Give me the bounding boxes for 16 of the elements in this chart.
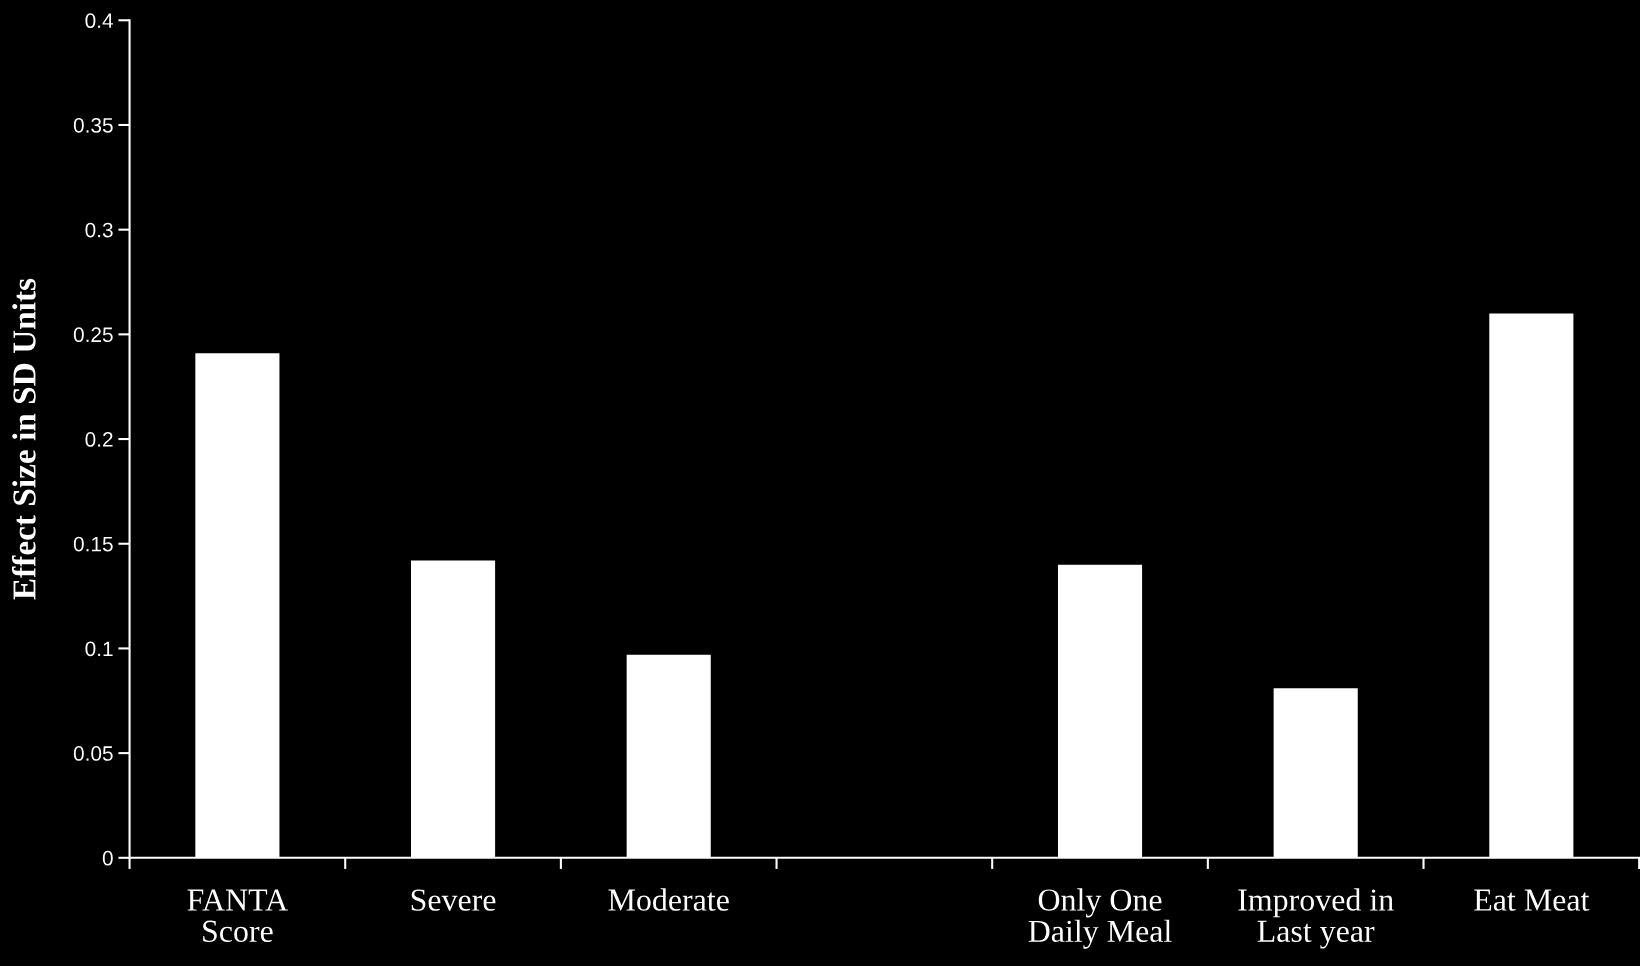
x-tick-label: Moderate: [608, 888, 729, 911]
y-tick-label: 0: [102, 850, 113, 866]
x-tick-label: Severe: [411, 889, 496, 911]
y-tick-label: 0.2: [85, 432, 113, 447]
y-tick-label: 0.3: [85, 222, 113, 238]
y-tick-label: 0.1: [85, 641, 113, 657]
x-tick-label: Only One Daily Meal: [1028, 888, 1172, 949]
y-tick-label: 0.05: [73, 746, 113, 761]
x-tick-label: Eat Meat: [1474, 889, 1590, 911]
y-tick-label: 0.35: [73, 117, 113, 133]
x-tick-label: Improved in Last year: [1238, 888, 1394, 949]
y-axis-title: Effect Size in SD Units: [11, 278, 36, 600]
y-tick-label: 0.4: [85, 13, 113, 29]
y-tick-label: 0.25: [73, 327, 113, 343]
y-tick-label: 0.15: [73, 536, 113, 552]
x-tick-label: FANTA Score: [187, 889, 288, 943]
